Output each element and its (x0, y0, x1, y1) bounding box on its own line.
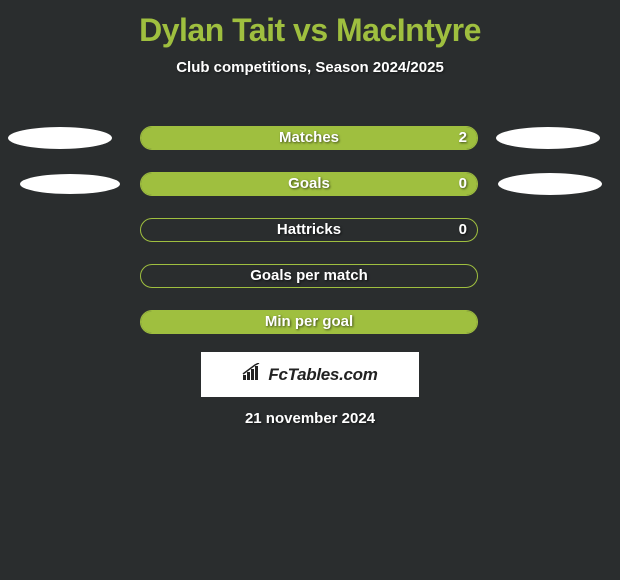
stat-bar: Goals0 (140, 172, 478, 196)
left-ellipse (20, 174, 120, 194)
chart-row: Goals0 (0, 172, 620, 196)
right-ellipse (498, 173, 602, 195)
stat-bar: Hattricks0 (140, 218, 478, 242)
left-ellipse (8, 127, 112, 149)
stat-label: Hattricks (141, 219, 477, 241)
stat-bar: Goals per match (140, 264, 478, 288)
chart-row: Hattricks0 (0, 218, 620, 242)
right-ellipse (496, 127, 600, 149)
chart-icon (242, 363, 264, 386)
page-title: Dylan Tait vs MacIntyre (0, 0, 620, 49)
stat-label: Goals per match (141, 265, 477, 287)
page-subtitle: Club competitions, Season 2024/2025 (0, 59, 620, 76)
stat-value: 0 (459, 173, 467, 195)
chart-row: Min per goal (0, 310, 620, 334)
footer-date: 21 november 2024 (0, 410, 620, 427)
chart-row: Goals per match (0, 264, 620, 288)
stat-label: Matches (141, 127, 477, 149)
stat-value: 2 (459, 127, 467, 149)
stat-bar: Min per goal (140, 310, 478, 334)
branding-label: FcTables.com (268, 365, 377, 385)
stat-value: 0 (459, 219, 467, 241)
branding-logo: FcTables.com (201, 352, 419, 397)
chart-row: Matches2 (0, 126, 620, 150)
stat-label: Min per goal (141, 311, 477, 333)
stat-label: Goals (141, 173, 477, 195)
stat-bar: Matches2 (140, 126, 478, 150)
